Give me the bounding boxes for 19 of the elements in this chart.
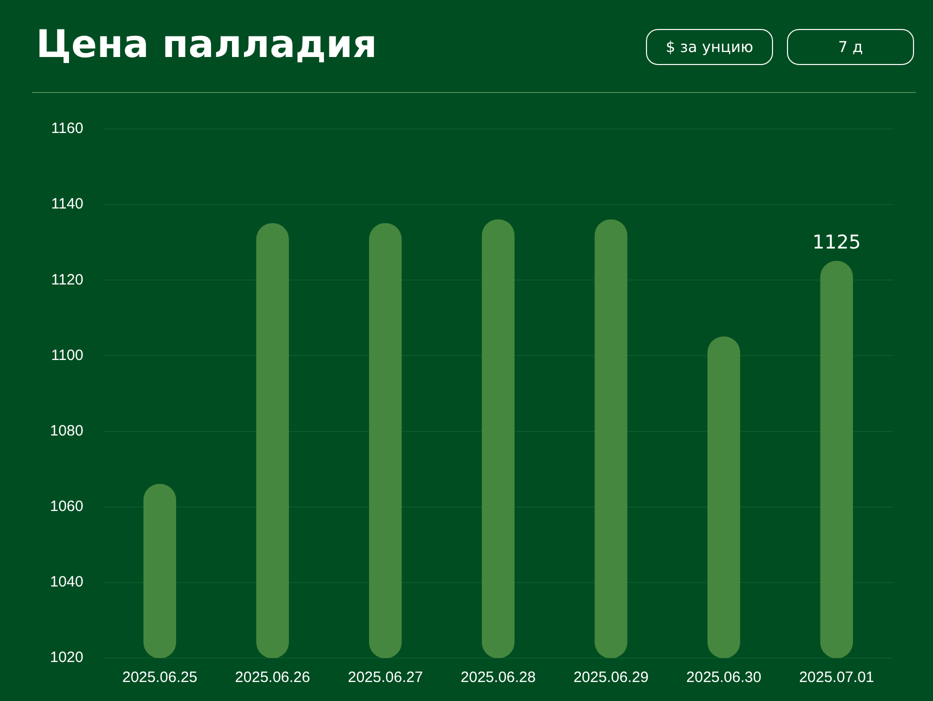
y-tick-label: 1100 [51, 346, 84, 364]
text: 7 д [787, 29, 914, 65]
x-tick-label: 2025.07.01 [799, 669, 874, 686]
y-tick-label: 1060 [50, 498, 84, 515]
x-tick-label: 2025.06.26 [235, 669, 310, 686]
text: $ за унцию [646, 29, 773, 65]
y-tick-label: 1160 [51, 120, 84, 138]
chart-title: Цена палладия [36, 22, 378, 66]
data-label: 1125 [812, 232, 861, 254]
x-tick-label: 2025.06.30 [686, 669, 762, 686]
x-tick-label: 2025.06.28 [460, 669, 536, 686]
x-tick-label: 2025.06.27 [348, 669, 423, 686]
y-tick-label: 1040 [50, 574, 84, 591]
y-tick-label: 1020 [50, 649, 84, 666]
y-tick-label: 1120 [51, 271, 84, 288]
x-tick-label: 2025.06.25 [122, 669, 198, 686]
x-tick-label: 2025.06.29 [573, 669, 649, 686]
y-tick-label: 1140 [51, 196, 84, 213]
y-tick-label: 1080 [50, 422, 84, 440]
